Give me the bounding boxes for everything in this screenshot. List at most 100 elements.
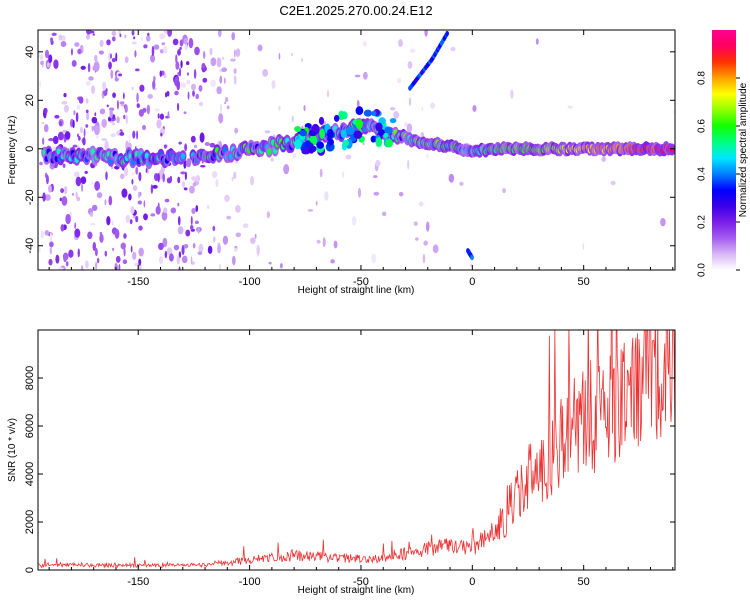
spectrogram-noise-blob xyxy=(120,173,125,180)
spectrogram-noise-blob xyxy=(82,137,86,146)
colorbar-tick-label: 0.0 xyxy=(697,263,708,277)
spectrogram-noise-blob xyxy=(319,168,323,178)
spectrogram-noise-blob xyxy=(88,76,94,81)
spectrogram-noise-blob xyxy=(393,110,399,119)
spectrogram-noise-blob xyxy=(233,248,238,252)
spectrogram-noise-blob xyxy=(99,39,104,47)
spectrogram-noise-blob xyxy=(250,237,256,245)
spectrogram-noise-blob xyxy=(459,181,464,186)
spectrogram-noise-blob xyxy=(123,166,129,177)
spectrogram-noise-blob xyxy=(42,192,46,202)
spectrogram-noise-blob xyxy=(71,192,75,196)
spectrogram-noise-blob xyxy=(224,101,227,105)
spectrogram-noise-blob xyxy=(131,178,134,185)
spectrogram-noise-blob xyxy=(207,205,210,210)
spectrogram-noise-blob xyxy=(356,100,360,108)
spectrogram-xlabel: Height of straight line (km) xyxy=(298,285,415,296)
spectrogram-noise-blob xyxy=(45,174,49,185)
colorbar-tick-label: 0.6 xyxy=(697,119,708,133)
spectrogram-noise-blob xyxy=(180,171,186,175)
spectrogram-noise-blob xyxy=(330,259,335,264)
spectrogram-noise-blob xyxy=(138,247,144,257)
spectrogram-noise-blob xyxy=(118,73,123,77)
spectrogram-noise-blob xyxy=(86,33,90,40)
spectrogram-noise-blob xyxy=(194,220,199,225)
spectrogram-noise-blob xyxy=(94,54,98,63)
spectrogram-cluster-blob xyxy=(363,109,373,117)
spectrogram-noise-blob xyxy=(326,90,330,98)
spectrogram-cluster-blob xyxy=(355,106,364,116)
spectrogram-noise-blob xyxy=(87,62,91,73)
spectrogram-noise-blob xyxy=(415,237,419,241)
spectrogram-noise-blob xyxy=(660,217,666,227)
spectrogram-noise-blob xyxy=(76,104,81,110)
spectrogram-noise-blob xyxy=(200,165,206,168)
spectrogram-noise-blob xyxy=(290,52,293,57)
spectrogram-noise-blob xyxy=(230,58,236,62)
snr-ytick-label: 6000 xyxy=(24,414,36,438)
spectrogram-noise-blob xyxy=(211,171,218,179)
spectrogram-noise-blob xyxy=(166,90,170,97)
spectrogram-noise-blob xyxy=(373,175,378,179)
spectrogram-noise-blob xyxy=(151,45,155,57)
spectrogram-noise-blob xyxy=(210,79,216,87)
spectrogram-noise-blob xyxy=(158,242,164,251)
snr-xtick-label: -150 xyxy=(127,576,149,588)
spectrogram-cluster-blob xyxy=(355,119,363,130)
spectrogram-noise-blob xyxy=(87,231,93,240)
spectrogram-noise-blob xyxy=(111,220,114,226)
spectrogram-noise-blob xyxy=(373,191,380,196)
colorbar: 0.0 0.2 0.4 0.6 0.8 Normalized spectral ampl… xyxy=(697,30,749,277)
spectrogram-noise-blob xyxy=(192,90,195,97)
spectrogram-band-blob xyxy=(266,148,272,155)
spectrogram-noise-blob xyxy=(98,50,104,55)
spectrogram-noise-blob xyxy=(167,111,170,118)
spectrogram-noise-blob xyxy=(94,180,100,191)
spectrogram-noise-blob xyxy=(94,124,100,136)
spectrogram-noise-blob xyxy=(106,39,111,46)
spectrogram-noise-blob xyxy=(123,233,127,239)
spectrogram-noise-blob xyxy=(175,54,178,64)
spectrogram-noise-blob xyxy=(62,163,66,168)
spectrogram-noise-blob xyxy=(324,191,329,201)
spectrogram-noise-blob xyxy=(271,80,276,90)
spectrogram-noise-blob xyxy=(74,228,81,238)
spectrogram-noise-blob xyxy=(92,33,95,36)
spectrogram-noise-blob xyxy=(42,137,45,145)
spectrogram-noise-blob xyxy=(184,171,187,181)
spectrogram-noise-blob xyxy=(91,204,98,211)
spectrogram-noise-blob xyxy=(137,191,141,199)
spectrogram-noise-blob xyxy=(119,131,125,136)
spectrogram-noise-blob xyxy=(94,247,98,257)
spectrogram-noise-blob xyxy=(96,135,99,139)
spectrogram-noise-blob xyxy=(184,143,188,152)
spectrogram-noise-blob xyxy=(63,93,67,98)
spectrogram-noise-blob xyxy=(94,112,97,117)
snr-plot-area xyxy=(38,330,675,570)
spectrogram-noise-blob xyxy=(249,175,255,186)
spectrogram-noise-blob xyxy=(124,56,129,64)
spectrogram-noise-blob xyxy=(371,253,377,264)
spectrogram-noise-blob xyxy=(49,246,53,255)
spectrogram-noise-blob xyxy=(406,123,413,133)
spectrogram-noise-blob xyxy=(195,174,201,182)
spectrogram-noise-blob xyxy=(73,110,76,116)
spectrogram-noise-blob xyxy=(535,38,539,45)
spectrogram-noise-blob xyxy=(177,176,181,184)
spectrogram-noise-blob xyxy=(145,168,148,173)
spectrogram-noise-blob xyxy=(72,119,75,129)
spectrogram-noise-blob xyxy=(303,105,306,112)
spectrogram-noise-blob xyxy=(123,114,126,120)
spectrogram-noise-blob xyxy=(142,124,146,131)
colorbar-tick-label: 0.8 xyxy=(697,71,708,85)
spectrogram-noise-blob xyxy=(134,50,137,58)
spectrogram-band-blob xyxy=(90,148,95,155)
spectrogram-noise-blob xyxy=(147,32,150,37)
spectrogram-noise-blob xyxy=(163,73,167,79)
snr-ytick-label: 8000 xyxy=(24,366,36,390)
spectrogram-noise-blob xyxy=(381,211,387,217)
spectrogram-ytick-label: -20 xyxy=(24,189,36,205)
spectrogram-noise-blob xyxy=(48,54,53,64)
spectrogram-noise-blob xyxy=(218,263,221,270)
spectrogram-noise-blob xyxy=(77,133,80,138)
